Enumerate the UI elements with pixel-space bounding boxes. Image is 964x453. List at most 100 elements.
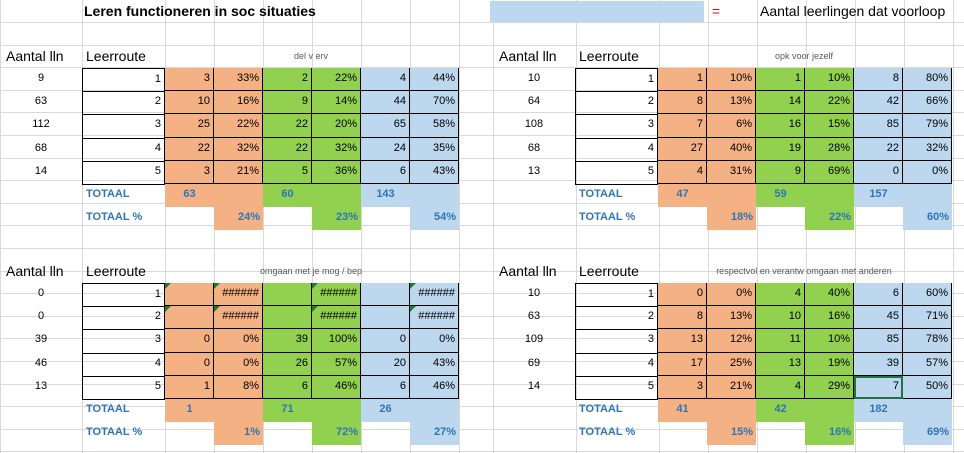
total-label[interactable]: TOTAAL <box>579 188 623 200</box>
value-cell-o[interactable]: 1 <box>165 375 214 399</box>
value-cell-gp[interactable]: ###### <box>312 283 361 307</box>
leerroute-cell[interactable]: 1 <box>82 283 165 308</box>
total-orange[interactable]: 1 <box>165 399 214 423</box>
leerroute-cell[interactable]: 1 <box>82 68 165 93</box>
leerroute-cell[interactable]: 2 <box>575 306 658 331</box>
total-pct-blue[interactable]: 60% <box>903 207 952 231</box>
value-cell-op[interactable]: 22% <box>214 114 263 138</box>
value-cell-gp[interactable]: 36% <box>312 160 361 184</box>
value-cell-op[interactable]: 32% <box>214 137 263 161</box>
total-green[interactable]: 60 <box>263 184 312 208</box>
value-cell-op[interactable]: 21% <box>214 160 263 184</box>
total-green[interactable]: 42 <box>756 399 805 423</box>
leerroute-cell[interactable]: 4 <box>82 352 165 377</box>
value-cell-g[interactable]: 4 <box>756 283 805 307</box>
value-cell-g[interactable]: 26 <box>263 352 312 376</box>
total-pct-green[interactable]: 72% <box>312 422 361 446</box>
value-cell-op[interactable]: 6% <box>707 114 756 138</box>
total-pct-orange[interactable]: 1% <box>214 422 263 446</box>
leerroute-cell[interactable]: 5 <box>82 160 165 185</box>
value-cell-bp[interactable]: 0% <box>410 329 459 353</box>
value-cell-gp[interactable]: 69% <box>805 160 854 184</box>
value-cell-b[interactable]: 42 <box>854 91 903 115</box>
total-pct-orange[interactable]: 15% <box>707 422 756 446</box>
value-cell-op[interactable]: 13% <box>707 91 756 115</box>
value-cell-op[interactable]: 25% <box>707 352 756 376</box>
value-cell-bp[interactable]: 80% <box>903 68 952 92</box>
value-cell-bp[interactable]: 43% <box>410 160 459 184</box>
value-cell-o[interactable] <box>165 306 214 330</box>
leerroute-cell[interactable]: 2 <box>82 306 165 331</box>
leerroute-cell[interactable]: 3 <box>82 329 165 354</box>
aantal-lln-cell[interactable]: 46 <box>34 356 48 369</box>
value-cell-op[interactable]: 40% <box>707 137 756 161</box>
value-cell-b[interactable]: 39 <box>854 352 903 376</box>
value-cell-g[interactable]: 4 <box>756 375 805 399</box>
leerroute-cell[interactable]: 4 <box>575 137 658 162</box>
value-cell-op[interactable]: 33% <box>214 68 263 92</box>
value-cell-bp[interactable]: 46% <box>410 375 459 399</box>
value-cell-b[interactable]: 6 <box>361 375 410 399</box>
value-cell-op[interactable]: 10% <box>707 68 756 92</box>
value-cell-g[interactable]: 6 <box>263 375 312 399</box>
aantal-lln-cell[interactable]: 13 <box>527 164 541 177</box>
value-cell-op[interactable]: ###### <box>214 306 263 330</box>
value-cell-bp[interactable]: ###### <box>410 306 459 330</box>
value-cell-op[interactable]: 31% <box>707 160 756 184</box>
value-cell-bp[interactable]: 66% <box>903 91 952 115</box>
total-orange[interactable]: 63 <box>165 184 214 208</box>
value-cell-b[interactable] <box>361 306 410 330</box>
value-cell-b[interactable]: 20 <box>361 352 410 376</box>
header-aantal-lln[interactable]: Aantal lln <box>499 263 557 279</box>
aantal-lln-cell[interactable]: 108 <box>524 118 544 131</box>
aantal-lln-cell[interactable]: 64 <box>527 95 541 108</box>
leerroute-cell[interactable]: 3 <box>575 329 658 354</box>
value-cell-g[interactable]: 5 <box>263 160 312 184</box>
value-cell-bp[interactable]: 44% <box>410 68 459 92</box>
total-label[interactable]: TOTAAL <box>579 403 623 415</box>
total-pct-green[interactable]: 16% <box>805 422 854 446</box>
total-green[interactable]: 59 <box>756 184 805 208</box>
value-cell-b[interactable]: 85 <box>854 114 903 138</box>
value-cell-op[interactable]: 8% <box>214 375 263 399</box>
value-cell-g[interactable]: 11 <box>756 329 805 353</box>
total-label[interactable]: TOTAAL <box>86 403 130 415</box>
value-cell-o[interactable]: 0 <box>165 352 214 376</box>
value-cell-bp[interactable]: 58% <box>410 114 459 138</box>
header-leerroute[interactable]: Leerroute <box>86 263 146 279</box>
value-cell-g[interactable]: 22 <box>263 137 312 161</box>
leerroute-cell[interactable]: 1 <box>575 68 658 93</box>
value-cell-o[interactable]: 8 <box>658 91 707 115</box>
aantal-lln-cell[interactable]: 13 <box>34 379 48 392</box>
value-cell-g[interactable]: 1 <box>756 68 805 92</box>
value-cell-o[interactable]: 17 <box>658 352 707 376</box>
total-orange[interactable]: 41 <box>658 399 707 423</box>
value-cell-b[interactable]: 24 <box>361 137 410 161</box>
value-cell-b[interactable]: 45 <box>854 306 903 330</box>
leerroute-cell[interactable]: 2 <box>575 91 658 116</box>
value-cell-bp[interactable]: 50% <box>903 375 952 399</box>
aantal-lln-cell[interactable]: 68 <box>527 141 541 154</box>
value-cell-op[interactable]: 13% <box>707 306 756 330</box>
total-pct-blue[interactable]: 54% <box>410 207 459 231</box>
total-pct-label[interactable]: TOTAAL % <box>579 211 636 224</box>
total-pct-orange[interactable]: 18% <box>707 207 756 231</box>
leerroute-cell[interactable]: 5 <box>575 375 658 400</box>
value-cell-bp[interactable]: 35% <box>410 137 459 161</box>
value-cell-g[interactable]: 22 <box>263 114 312 138</box>
value-cell-op[interactable]: 16% <box>214 91 263 115</box>
value-cell-b[interactable] <box>361 283 410 307</box>
value-cell-bp[interactable]: 60% <box>903 283 952 307</box>
value-cell-b[interactable]: 22 <box>854 137 903 161</box>
header-leerroute[interactable]: Leerroute <box>86 48 146 64</box>
aantal-lln-cell[interactable]: 10 <box>527 287 541 299</box>
value-cell-b[interactable]: 8 <box>854 68 903 92</box>
block-subtitle[interactable]: omgaan met je mog / bep <box>259 266 363 276</box>
header-aantal-lln[interactable]: Aantal lln <box>6 48 64 64</box>
total-blue[interactable]: 26 <box>361 399 410 423</box>
value-cell-gp[interactable]: 40% <box>805 283 854 307</box>
value-cell-gp[interactable]: ###### <box>312 306 361 330</box>
aantal-lln-cell[interactable]: 68 <box>34 141 48 154</box>
aantal-lln-cell[interactable]: 0 <box>37 310 45 323</box>
value-cell-g[interactable]: 2 <box>263 68 312 92</box>
